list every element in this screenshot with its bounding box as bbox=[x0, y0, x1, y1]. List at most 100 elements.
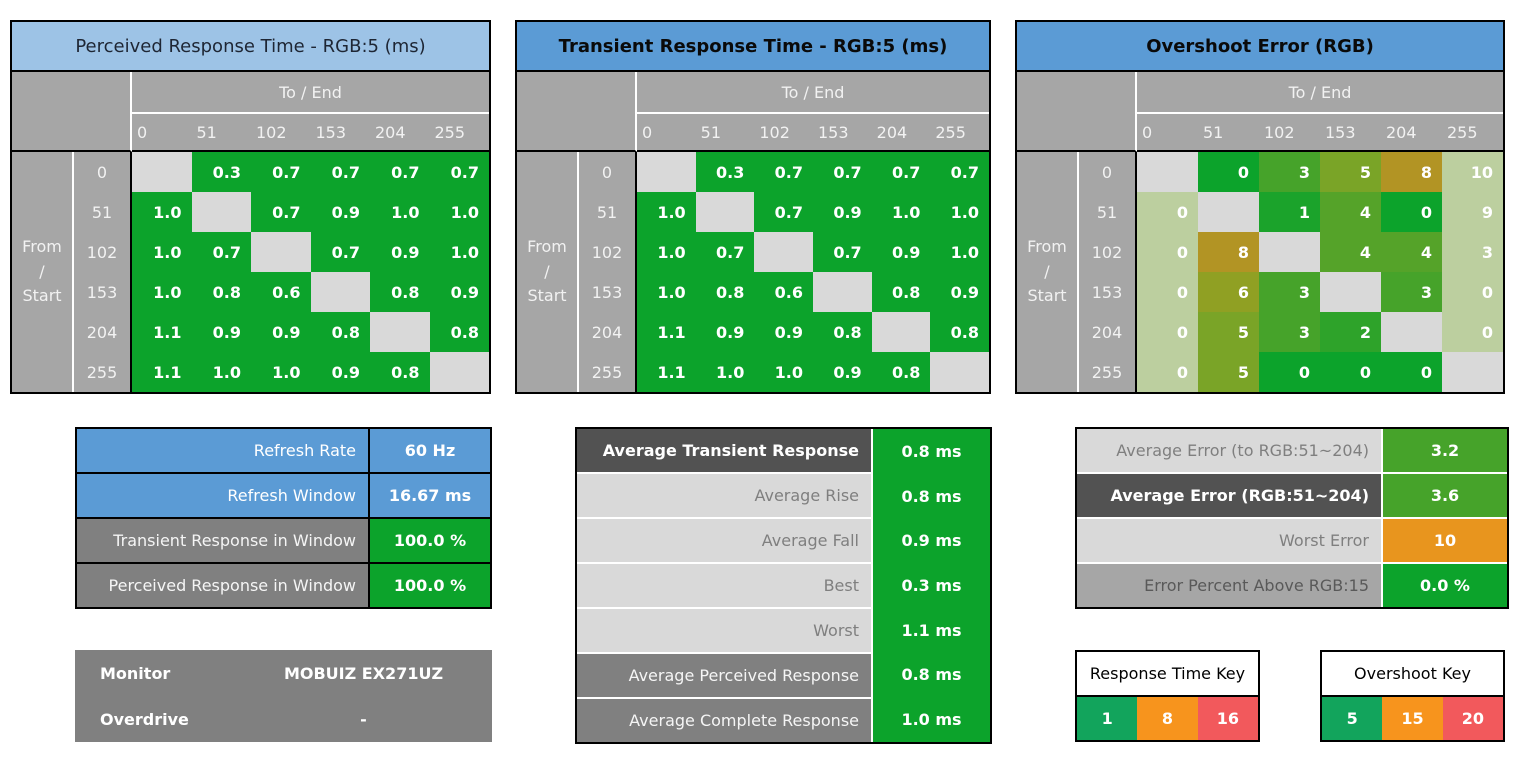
heatmap-cell: 1.1 bbox=[132, 312, 192, 352]
x-axis-label: To / End bbox=[637, 72, 989, 114]
row-header: 204 bbox=[579, 312, 637, 352]
col-header: 204 bbox=[871, 114, 931, 152]
heatmap-cell: 1.0 bbox=[695, 352, 755, 392]
summary-label: Worst bbox=[577, 609, 871, 652]
summary-label: Worst Error bbox=[1077, 519, 1383, 562]
heatmap-cell bbox=[637, 152, 696, 192]
heatmap-cell: 3 bbox=[1259, 312, 1320, 352]
row-header: 153 bbox=[74, 272, 132, 312]
heatmap-cell: 3 bbox=[1381, 272, 1442, 312]
heatmap-cell: 3 bbox=[1259, 272, 1320, 312]
heatmap-cell: 0.9 bbox=[813, 192, 872, 232]
heatmap-cell: 1.0 bbox=[930, 232, 989, 272]
monitor-label: Overdrive bbox=[100, 709, 189, 729]
heatmap-cell: 0.8 bbox=[930, 312, 989, 352]
heatmap-cell: 1.0 bbox=[637, 272, 696, 312]
summary-label: Average Error (to RGB:51~204) bbox=[1077, 429, 1383, 472]
heatmap-cell: 1.0 bbox=[930, 192, 989, 232]
row-header: 0 bbox=[1079, 152, 1137, 192]
heatmap-cell: 0.8 bbox=[695, 272, 755, 312]
heatmap-cell: 0.9 bbox=[813, 352, 872, 392]
row-header: 102 bbox=[579, 232, 637, 272]
refresh-window-table: Refresh Rate 60 Hz Refresh Window 16.67 ms T… bbox=[75, 427, 492, 609]
response-labels-column: Average Transient Response Average Rise Av… bbox=[577, 429, 871, 742]
summary-value: 0.0 % bbox=[1383, 564, 1507, 607]
row-header: 102 bbox=[74, 232, 132, 272]
heatmap-cell: 0.9 bbox=[871, 232, 931, 272]
heatmap-cell: 1.0 bbox=[754, 352, 813, 392]
col-header: 51 bbox=[695, 114, 755, 152]
summary-row: Transient Response in Window 100.0 % bbox=[77, 519, 490, 562]
heatmap-cell: 1.0 bbox=[191, 352, 251, 392]
corner-spacer bbox=[12, 72, 132, 152]
heatmap-cell: 0.3 bbox=[695, 152, 755, 192]
summary-label: Average Error (RGB:51~204) bbox=[1077, 474, 1383, 517]
overshoot-summary-table: Average Error (to RGB:51~204) 3.2 Average … bbox=[1075, 427, 1509, 609]
heatmap-cell: 0 bbox=[1320, 352, 1381, 392]
summary-row: Average Error (RGB:51~204) 3.6 bbox=[1077, 474, 1507, 517]
heatmap-cell: 1.0 bbox=[132, 232, 192, 272]
heatmap-cell: 0.9 bbox=[930, 272, 989, 312]
heatmap-cell bbox=[251, 232, 311, 272]
row-header: 102 bbox=[1079, 232, 1137, 272]
heatmap-cell: 0 bbox=[1381, 192, 1442, 232]
overshoot-key-legend: Overshoot Key 5 15 20 bbox=[1320, 650, 1505, 742]
summary-row: Error Percent Above RGB:15 0.0 % bbox=[1077, 564, 1507, 607]
heatmap-cell: 4 bbox=[1320, 192, 1381, 232]
heatmap-cell bbox=[1442, 352, 1503, 392]
y-axis-word: Start bbox=[1027, 286, 1067, 306]
heatmap-cell: 0 bbox=[1198, 152, 1259, 192]
corner-spacer bbox=[1017, 72, 1137, 152]
key-row: 5 15 20 bbox=[1322, 697, 1503, 740]
col-header: 102 bbox=[754, 114, 813, 152]
summary-label: Transient Response in Window bbox=[77, 519, 370, 562]
col-header: 153 bbox=[1320, 114, 1381, 152]
heatmap-cell: 3 bbox=[1259, 152, 1320, 192]
col-header: 102 bbox=[251, 114, 311, 152]
summary-label: Best bbox=[577, 564, 871, 607]
heatmap-cell: 0.9 bbox=[310, 192, 370, 232]
col-header: 204 bbox=[1381, 114, 1442, 152]
heatmap-cell: 0.7 bbox=[930, 152, 989, 192]
heatmap-cell bbox=[1381, 312, 1442, 352]
summary-row: Worst Error 10 bbox=[1077, 519, 1507, 562]
heatmap-cell: 0 bbox=[1442, 272, 1503, 312]
heatmap-cell: 0.7 bbox=[754, 192, 813, 232]
heatmap-cell bbox=[871, 312, 931, 352]
heatmap-cell: 0 bbox=[1442, 312, 1503, 352]
heatmap-cell: 2 bbox=[1320, 312, 1381, 352]
summary-label: Refresh Rate bbox=[77, 429, 370, 472]
heatmap-cell: 0.7 bbox=[310, 232, 370, 272]
heatmap-cell: 0.8 bbox=[310, 312, 370, 352]
row-header: 0 bbox=[74, 152, 132, 192]
summary-label: Error Percent Above RGB:15 bbox=[1077, 564, 1383, 607]
heatmap-cell: 0 bbox=[1137, 192, 1198, 232]
heatmap-cell bbox=[695, 192, 755, 232]
summary-row: Perceived Response in Window 100.0 % bbox=[77, 564, 490, 607]
monitor-row: Monitor MOBUIZ EX271UZ bbox=[75, 650, 492, 696]
key-cell: 16 bbox=[1197, 697, 1258, 740]
heatmap-cell: 0 bbox=[1137, 272, 1198, 312]
key-title: Overshoot Key bbox=[1322, 652, 1503, 697]
summary-value: 0.8 ms bbox=[901, 441, 962, 461]
heatmap-cell: 0.8 bbox=[370, 352, 430, 392]
heatmap-cell: 1.1 bbox=[637, 352, 696, 392]
summary-value: 100.0 % bbox=[370, 519, 490, 562]
heatmap-cell: 6 bbox=[1198, 272, 1259, 312]
heatmap-cell: 1.0 bbox=[637, 192, 696, 232]
heatmap-cell: 0.9 bbox=[754, 312, 813, 352]
row-header: 0 bbox=[579, 152, 637, 192]
heatmap-cell bbox=[429, 352, 489, 392]
heatmap-cell: 0.9 bbox=[310, 352, 370, 392]
heatmap-cell: 1.0 bbox=[871, 192, 931, 232]
summary-value: 100.0 % bbox=[370, 564, 490, 607]
response-summary-table: Average Transient Response Average Rise Av… bbox=[575, 427, 992, 744]
heatmap-cell: 0.7 bbox=[695, 232, 755, 272]
y-axis-word: Start bbox=[22, 286, 62, 306]
col-header: 204 bbox=[370, 114, 430, 152]
summary-row: Refresh Window 16.67 ms bbox=[77, 474, 490, 517]
heatmap-cell: 5 bbox=[1198, 312, 1259, 352]
heatmap-cell: 8 bbox=[1198, 232, 1259, 272]
y-axis-word: / bbox=[1044, 261, 1050, 281]
heatmap-title: Overshoot Error (RGB) bbox=[1017, 22, 1503, 72]
